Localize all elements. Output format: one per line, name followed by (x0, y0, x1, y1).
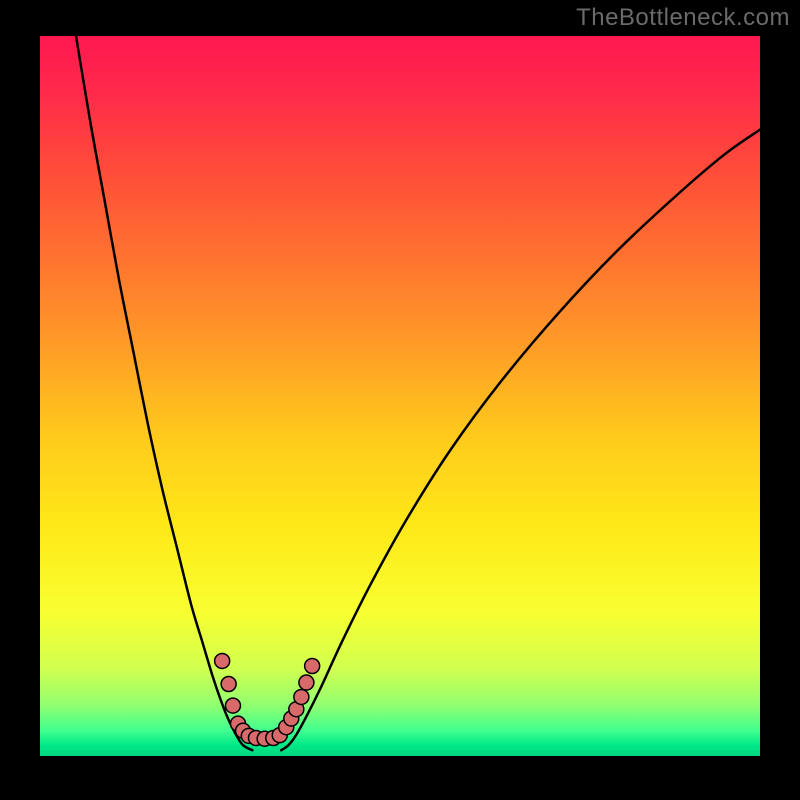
watermark-text: TheBottleneck.com (576, 4, 790, 32)
gradient-background (40, 36, 760, 756)
data-dot (294, 689, 309, 704)
data-dot (305, 659, 320, 674)
data-dot (215, 653, 230, 668)
data-dot (221, 677, 236, 692)
bottleneck-curve-chart (40, 36, 760, 756)
data-dot (299, 675, 314, 690)
data-dot (225, 698, 240, 713)
chart-container: TheBottleneck.com (0, 0, 800, 800)
plot-area (40, 36, 760, 756)
